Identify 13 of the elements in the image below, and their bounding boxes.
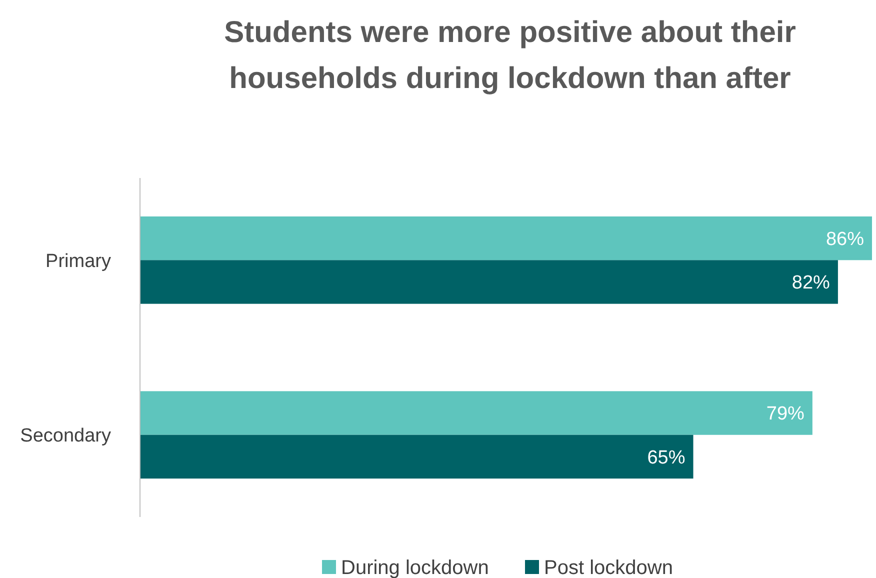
legend-label: During lockdown: [341, 557, 489, 578]
bar: [140, 260, 838, 304]
data-label: 86%: [826, 228, 864, 250]
data-label: 82%: [792, 272, 830, 294]
y-tick-label: Primary: [46, 250, 112, 272]
bar: [140, 391, 812, 435]
y-tick-label: Secondary: [20, 426, 112, 447]
chart-title: Students were more positive about their households during lockdown than after: [224, 16, 796, 95]
bar: [140, 434, 694, 479]
legend-label: Post lockdown: [544, 557, 673, 578]
bar: [140, 216, 872, 260]
data-label: 79%: [766, 404, 805, 425]
data-label: 65%: [647, 447, 686, 468]
